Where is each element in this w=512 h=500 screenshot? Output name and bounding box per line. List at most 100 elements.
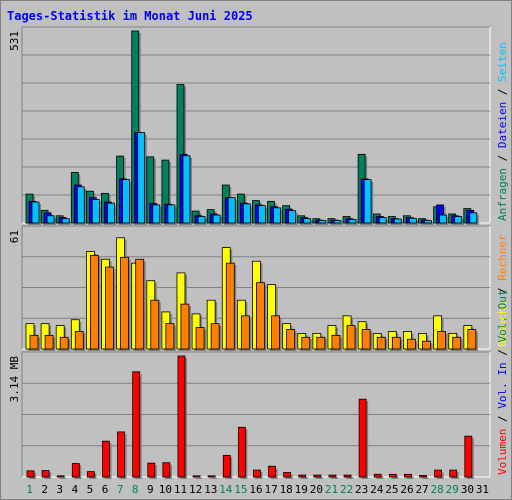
bar-highlight: [147, 157, 150, 222]
x-tick-label-day-5: 5: [87, 483, 94, 496]
bar-volumen-day-29: [449, 469, 459, 479]
x-tick-label-day-30: 30: [461, 483, 474, 496]
x-tick-label-day-12: 12: [189, 483, 202, 496]
bar-highlight: [105, 203, 108, 222]
legend-separator: /: [496, 82, 509, 102]
bar-face: [363, 179, 372, 224]
bar-highlight: [123, 180, 126, 222]
bar-face: [31, 201, 40, 224]
bar-shadow: [391, 476, 399, 479]
bar-volumen-day-21: [328, 474, 338, 479]
bar-highlight: [390, 475, 393, 476]
bar-highlight: [286, 210, 289, 222]
bar-seiten-day-4: [76, 186, 87, 225]
bar-highlight: [132, 32, 135, 222]
bar-highlight: [76, 332, 79, 348]
x-tick-label-day-28: 28: [431, 483, 444, 496]
bar-highlight: [136, 260, 139, 348]
x-tick-label-day-6: 6: [102, 483, 109, 496]
bar-rechner-day-16: [256, 282, 267, 351]
bar-highlight: [166, 324, 169, 348]
bar-highlight: [28, 471, 30, 476]
bar-face: [333, 220, 342, 224]
bar-highlight: [238, 301, 241, 348]
bar-volumen-day-20: [313, 474, 323, 479]
bar-face: [46, 215, 55, 224]
bar-highlight: [73, 464, 76, 476]
bar-face: [331, 334, 341, 350]
bar-seiten-day-26: [409, 217, 419, 225]
x-tick-label-day-10: 10: [159, 483, 172, 496]
bar-shadow: [421, 477, 429, 479]
bar-face: [237, 426, 246, 478]
bar-highlight: [334, 221, 337, 222]
x-tick-label-day-16: 16: [249, 483, 262, 496]
legend-item: Besuche: [496, 301, 509, 347]
bar-highlight: [88, 472, 91, 476]
bar-face: [283, 471, 292, 478]
bar-highlight: [103, 442, 106, 476]
y-max-label: 531: [8, 31, 21, 51]
bar-shadow: [346, 477, 354, 479]
bar-seiten-day-14: [227, 197, 238, 225]
x-tick-label-day-17: 17: [264, 483, 277, 496]
bar-highlight: [163, 463, 166, 476]
bar-highlight: [57, 216, 59, 222]
bar-face: [56, 475, 65, 478]
bar-highlight: [344, 316, 347, 348]
x-tick-label-day-25: 25: [385, 483, 398, 496]
bar-shadow: [300, 477, 308, 479]
legend-top: Anfragen / Dateien / Seiten: [496, 42, 509, 221]
bar-face: [207, 475, 216, 478]
bar-volumen-day-4: [71, 463, 82, 479]
bar-shadow: [330, 477, 338, 479]
bar-highlight: [43, 471, 45, 476]
bar-highlight: [214, 216, 216, 222]
bar-highlight: [452, 216, 455, 222]
bar-highlight: [75, 186, 78, 222]
bar-highlight: [33, 203, 35, 222]
bar-face: [150, 299, 160, 350]
bar-seiten-day-2: [46, 215, 57, 225]
bar-seiten-day-1: [31, 201, 41, 225]
y-max-label: 3.14 MB: [8, 356, 21, 403]
bar-seiten-day-28: [439, 214, 449, 225]
bar-seiten-day-6: [107, 202, 117, 225]
x-tick-label-day-23: 23: [355, 483, 368, 496]
legend-middle: Besuche / Rechner: [496, 234, 509, 347]
bar-face: [467, 329, 477, 350]
bar-highlight: [298, 334, 301, 348]
bar-highlight: [229, 198, 232, 222]
bar-rechner-day-3: [59, 336, 71, 351]
bar-face: [165, 323, 175, 350]
bar-highlight: [313, 334, 316, 348]
bar-rechner-day-2: [44, 334, 56, 351]
bar-face: [135, 258, 145, 350]
bar-highlight: [453, 338, 456, 348]
bar-highlight: [272, 316, 275, 348]
panel-bottom: 3.14 MB Volumen / Vol. In / Vol. Out: [8, 290, 509, 478]
bar-face: [162, 462, 171, 478]
bar-highlight: [117, 238, 120, 348]
bar-highlight: [120, 179, 123, 222]
bar-rechner-day-23: [361, 329, 373, 351]
bar-face: [346, 325, 356, 350]
bar-seiten-day-11: [182, 155, 192, 225]
x-tick-label-day-24: 24: [370, 483, 384, 496]
bar-highlight: [183, 156, 186, 222]
bar-rechner-day-11: [180, 303, 191, 351]
bar-highlight: [359, 322, 362, 348]
bar-face: [424, 220, 432, 224]
bar-seiten-day-10: [167, 204, 177, 225]
bar-shadow: [426, 222, 434, 225]
bar-volumen-day-11: [177, 355, 187, 479]
bar-face: [348, 218, 357, 224]
bar-face: [391, 336, 401, 350]
bar-face: [152, 204, 161, 224]
x-tick-label-day-4: 4: [72, 483, 79, 496]
bar-volumen-day-2: [41, 470, 52, 479]
bar-face: [258, 205, 266, 224]
bar-face: [137, 132, 146, 224]
